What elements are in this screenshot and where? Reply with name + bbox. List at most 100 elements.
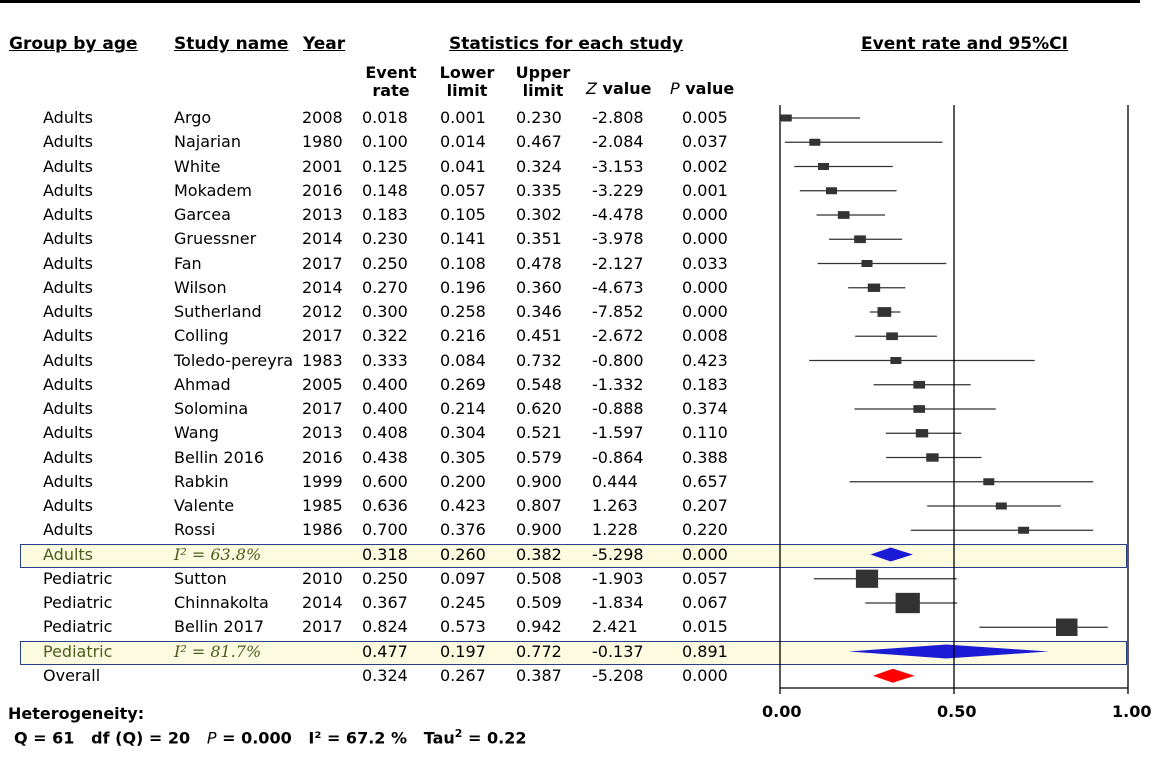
header-year: Year [303, 34, 346, 54]
row-z-value: -3.978 [592, 229, 644, 249]
row-p-value: 0.183 [682, 374, 728, 394]
row-year: 2012 [302, 302, 343, 321]
row-study: Chinnakolta [174, 593, 269, 612]
row-study: Bellin 2016 [174, 447, 265, 467]
row-group: Adults [43, 520, 94, 540]
row-event-rate: 0.333 [362, 350, 408, 370]
row-z-value: -1.903 [592, 568, 644, 588]
row-p-value: 0.002 [682, 156, 728, 176]
row-p-value: 0.000 [682, 544, 728, 564]
row-group: Adults [43, 496, 94, 515]
subheader-p: P value [670, 80, 750, 98]
row-year: 1983 [302, 350, 343, 370]
row-year: 2014 [302, 277, 343, 297]
row-year: 2014 [302, 593, 343, 612]
row-z-value: -5.298 [592, 544, 644, 564]
row-p-value: 0.000 [682, 229, 728, 249]
point-estimate-square [895, 592, 920, 614]
row-event-rate: 0.250 [362, 253, 408, 273]
row-lower-limit: 0.260 [440, 544, 486, 564]
row-z-value: -1.332 [592, 374, 644, 394]
row-group: Adults [43, 277, 94, 297]
row-study: Wilson [174, 277, 227, 297]
row-upper-limit: 0.579 [516, 447, 562, 467]
top-rule [0, 0, 1140, 3]
row-group: Adults [43, 180, 94, 200]
row-upper-limit: 0.900 [516, 520, 562, 540]
row-year: 2017 [302, 253, 343, 273]
row-group: Adults [43, 205, 94, 224]
het-p: = 0.000 [216, 728, 292, 748]
row-group: Adults [43, 471, 94, 491]
point-estimate-square [1056, 618, 1078, 636]
row-study: Ahmad [174, 374, 231, 394]
row-lower-limit: 0.376 [440, 520, 486, 540]
row-z-value: -1.597 [592, 423, 644, 443]
row-event-rate: 0.600 [362, 471, 408, 491]
z-letter: Z [586, 79, 597, 98]
row-year: 2017 [302, 399, 343, 418]
row-year: 2005 [302, 374, 343, 394]
row-heterogeneity: I² = 81.7% [174, 641, 262, 661]
row-group: Adults [43, 423, 94, 443]
row-event-rate: 0.230 [362, 229, 408, 249]
header-study: Study name [174, 34, 289, 54]
row-event-rate: 0.183 [362, 205, 408, 224]
het-tau-label: Tau [423, 728, 455, 748]
row-upper-limit: 0.467 [516, 132, 562, 152]
row-group: Pediatric [43, 593, 113, 612]
row-event-rate: 0.824 [362, 617, 408, 637]
header-plot: Event rate and 95%CI [861, 34, 1068, 54]
row-upper-limit: 0.302 [516, 205, 562, 224]
row-group: Adults [43, 399, 94, 418]
row-event-rate: 0.018 [362, 108, 408, 127]
row-year: 2013 [302, 205, 343, 224]
subgroup-diamond [870, 547, 913, 562]
row-z-value: -0.137 [592, 641, 644, 661]
row-year: 1980 [302, 132, 343, 152]
point-estimate-square [818, 163, 829, 170]
row-lower-limit: 0.269 [440, 374, 486, 394]
row-lower-limit: 0.196 [440, 277, 486, 297]
row-study: Colling [174, 326, 229, 346]
row-p-value: 0.657 [682, 471, 728, 491]
row-year: 1986 [302, 520, 343, 540]
row-study: Garcea [174, 205, 231, 224]
row-z-value: -2.084 [592, 132, 644, 152]
row-upper-limit: 0.230 [516, 108, 562, 127]
row-upper-limit: 0.451 [516, 326, 562, 346]
row-z-value: -1.834 [592, 593, 644, 612]
subgroup-summary-box [20, 543, 1127, 568]
het-tau-sup: 2 [454, 727, 463, 740]
row-p-value: 0.033 [682, 253, 728, 273]
row-upper-limit: 0.772 [516, 641, 562, 661]
row-lower-limit: 0.423 [440, 496, 486, 515]
header-group: Group by age [9, 34, 138, 54]
row-z-value: -2.672 [592, 326, 644, 346]
row-upper-limit: 0.620 [516, 399, 562, 418]
row-lower-limit: 0.216 [440, 326, 486, 346]
row-z-value: -2.808 [592, 108, 644, 127]
het-i2: I² = 67.2 % [308, 728, 408, 748]
row-study: Sutherland [174, 302, 262, 321]
row-upper-limit: 0.478 [516, 253, 562, 273]
subheader-z: Z value [586, 80, 664, 98]
heterogeneity-title: Heterogeneity: [8, 704, 145, 723]
row-z-value: -4.478 [592, 205, 644, 224]
row-study: Sutton [174, 568, 227, 588]
row-event-rate: 0.400 [362, 399, 408, 418]
axis-tick-label-1: 0.50 [937, 702, 977, 721]
row-event-rate: 0.250 [362, 568, 408, 588]
row-p-value: 0.220 [682, 520, 728, 540]
row-group: Adults [43, 229, 94, 249]
row-year: 2010 [302, 568, 343, 588]
point-estimate-square [983, 478, 995, 486]
point-estimate-square [826, 187, 838, 195]
row-p-value: 0.000 [682, 277, 728, 297]
row-p-value: 0.015 [682, 617, 728, 637]
point-estimate-square [854, 235, 866, 244]
row-upper-limit: 0.509 [516, 593, 562, 612]
row-group: Adults [43, 156, 94, 176]
row-upper-limit: 0.360 [516, 277, 562, 297]
row-p-value: 0.207 [682, 496, 728, 515]
